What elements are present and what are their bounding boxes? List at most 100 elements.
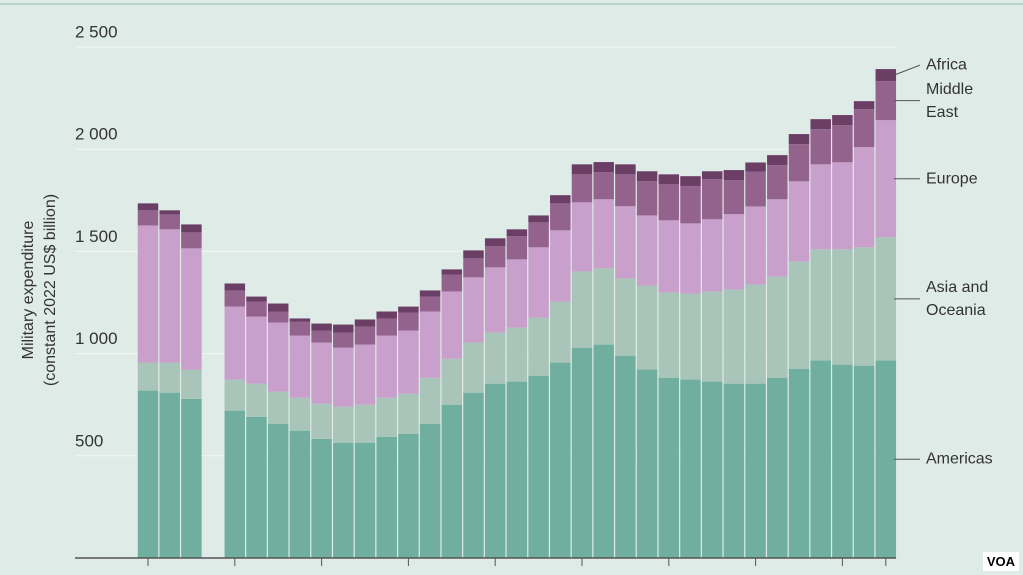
bar-segment xyxy=(593,268,614,345)
bar-segment xyxy=(289,318,311,322)
bar-segment xyxy=(354,404,376,443)
bar-segment xyxy=(159,210,180,215)
bar-segment xyxy=(484,267,506,333)
bar-segment xyxy=(832,249,853,365)
bar-segment xyxy=(853,101,875,110)
legend-leader xyxy=(893,64,921,76)
bar-segment xyxy=(767,199,788,277)
bar-segment xyxy=(658,184,680,221)
bar-segment xyxy=(224,306,246,380)
bar-segment xyxy=(419,296,441,312)
bar-segment xyxy=(181,398,202,558)
bar-segment xyxy=(246,316,267,384)
bar-segment xyxy=(636,181,658,216)
bar-segment xyxy=(137,362,159,391)
bar-segment xyxy=(159,392,180,558)
bar-segment xyxy=(246,301,267,317)
bar-segment xyxy=(333,347,354,407)
bar-segment xyxy=(658,174,680,185)
bar-segment xyxy=(398,393,419,434)
bar-segment xyxy=(289,335,311,398)
bar-segment xyxy=(137,225,159,363)
bar-segment xyxy=(484,383,506,558)
bar-segment xyxy=(159,229,180,363)
bar-segment xyxy=(419,311,441,378)
y-label-line: Military expenditure xyxy=(20,220,37,360)
bar-segment xyxy=(550,203,571,231)
y-tick-label: 1 500 xyxy=(75,227,118,246)
bar-segment xyxy=(550,362,571,558)
bar-segment xyxy=(745,206,766,285)
bar-segment xyxy=(333,324,354,333)
bar-segment xyxy=(506,259,528,328)
bar-segment xyxy=(376,335,397,398)
bar-segment xyxy=(723,180,745,215)
legend-label: Middle East xyxy=(926,80,974,121)
bar-segment xyxy=(615,206,636,279)
bar-segment xyxy=(311,403,332,439)
bar-segment xyxy=(550,230,571,302)
bar-segment xyxy=(810,119,831,130)
bar-segment xyxy=(810,129,831,165)
bar-segment xyxy=(788,134,810,145)
bar-segment xyxy=(832,115,853,126)
bar-segment xyxy=(441,358,463,405)
legend-label: Europe xyxy=(926,170,978,188)
bar-segment xyxy=(376,318,397,336)
bar-segment xyxy=(528,375,549,558)
bar-segment xyxy=(181,369,202,399)
bar-segment xyxy=(680,293,701,380)
bar-segment xyxy=(615,278,636,356)
bar-segment xyxy=(723,170,745,181)
bar-segment xyxy=(181,248,202,370)
bar-segment xyxy=(137,203,159,211)
bar-segment xyxy=(484,332,506,384)
bar-segment xyxy=(853,147,875,248)
bar-segment xyxy=(289,430,311,558)
bar-segment xyxy=(723,214,745,290)
bar-segment xyxy=(267,303,289,312)
bar-segment xyxy=(376,436,397,558)
bar-segment xyxy=(680,176,701,187)
bar-segment xyxy=(701,381,723,558)
bar-segment xyxy=(159,214,180,230)
bar-segment xyxy=(571,202,593,272)
y-axis-label: Military expenditure (constant 2022 US$ b… xyxy=(18,90,62,490)
bar-segment xyxy=(181,232,202,249)
legend-label: Africa xyxy=(926,56,967,74)
y-label-line: (constant 2022 US$ billion) xyxy=(42,193,59,387)
bar-segment xyxy=(615,174,636,207)
bar-segment xyxy=(701,171,723,180)
bar-segment xyxy=(571,347,593,558)
bar-segment xyxy=(745,171,766,207)
bar-segment xyxy=(593,199,614,269)
bar-segment xyxy=(788,368,810,558)
bar-segment xyxy=(506,236,528,260)
bar-segment xyxy=(550,195,571,204)
y-tick-label: 2 000 xyxy=(75,125,118,144)
bar-segment xyxy=(853,247,875,366)
bar-segment xyxy=(571,174,593,203)
bar-segment xyxy=(398,306,419,313)
bar-segment xyxy=(463,250,484,259)
bar-segment xyxy=(550,301,571,363)
bar-segment xyxy=(571,164,593,175)
bar-segment xyxy=(680,223,701,294)
watermark: VOA xyxy=(982,552,1019,571)
bar-segment xyxy=(767,155,788,166)
bar-segment xyxy=(463,258,484,278)
bar-segment xyxy=(528,317,549,376)
bar-segment xyxy=(701,179,723,220)
bar-segment xyxy=(137,390,159,558)
bar-segment xyxy=(181,224,202,233)
legend-label: Asia and Oceania xyxy=(926,278,989,319)
bar-segment xyxy=(875,81,897,121)
legend-label: Americas xyxy=(926,450,993,468)
bar-segment xyxy=(333,406,354,443)
bar-segment xyxy=(875,237,897,361)
bar-segment xyxy=(875,69,897,82)
bar-segment xyxy=(224,379,246,411)
bar-segment xyxy=(658,377,680,558)
y-tick-label: 1 000 xyxy=(75,329,118,348)
